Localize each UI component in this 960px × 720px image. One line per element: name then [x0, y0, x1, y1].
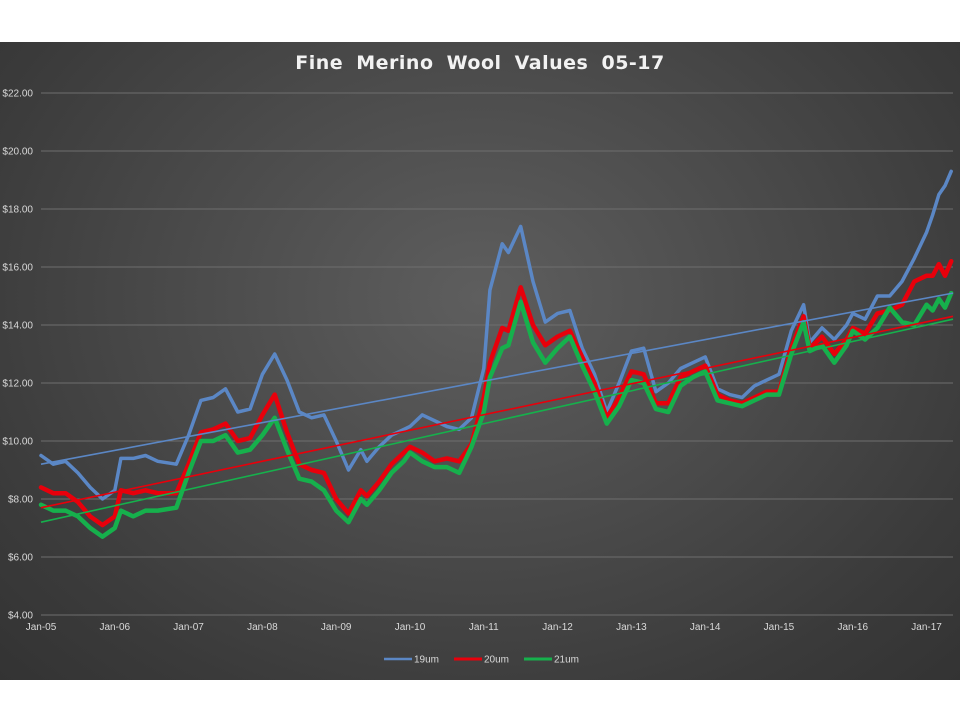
x-tick-label: Jan-08 [247, 622, 278, 633]
x-tick-label: Jan-13 [616, 622, 647, 633]
legend-item-20um: 20um [454, 655, 509, 666]
x-axis-ticks: Jan-05 Jan-06 Jan-07 Jan-08 Jan-09 Jan-10 Jan-… [26, 622, 943, 633]
x-tick-label: Jan-06 [100, 622, 131, 633]
x-tick-label: Jan-16 [837, 622, 868, 633]
y-axis-ticks: $4.00 $6.00 $8.00 $10.00 $12.00 $14.00 $16.00 $… [2, 89, 33, 622]
legend-item-19um: 19um [384, 655, 439, 666]
y-tick-label: $14.00 [2, 321, 33, 332]
x-tick-label: Jan-12 [542, 622, 573, 633]
legend-label: 21um [554, 655, 579, 666]
x-tick-label: Jan-15 [764, 622, 795, 633]
legend-label: 19um [414, 655, 439, 666]
series-lines [38, 169, 954, 539]
y-tick-label: $16.00 [2, 263, 33, 274]
trend-line-21um [40, 318, 954, 523]
y-tick-label: $10.00 [2, 437, 33, 448]
y-tick-label: $4.00 [8, 611, 33, 622]
x-tick-label: Jan-05 [26, 622, 57, 633]
series-line-20um [38, 258, 954, 528]
legend-item-21um: 21um [524, 655, 579, 666]
series-line-19um [39, 169, 953, 501]
x-tick-label: Jan-10 [395, 622, 426, 633]
y-tick-label: $22.00 [2, 89, 33, 100]
legend-label: 20um [484, 655, 509, 666]
chart-area: Fine Merino Wool Values 05-17 $4.00 $6.00… [0, 42, 960, 680]
y-tick-label: $20.00 [2, 147, 33, 158]
trend-line-19um [40, 292, 954, 465]
x-tick-label: Jan-07 [173, 622, 204, 633]
x-tick-label: Jan-14 [690, 622, 721, 633]
chart-title: Fine Merino Wool Values 05-17 [295, 52, 665, 74]
gridlines [41, 92, 953, 616]
trend-lines [40, 292, 954, 523]
x-tick-label: Jan-17 [911, 622, 942, 633]
y-tick-label: $12.00 [2, 379, 33, 390]
x-tick-label: Jan-11 [469, 622, 499, 633]
y-tick-label: $8.00 [8, 495, 33, 506]
y-tick-label: $6.00 [8, 553, 33, 564]
y-tick-label: $18.00 [2, 205, 33, 216]
trend-line-20um [40, 315, 954, 509]
series-line-21um [38, 290, 954, 539]
chart-plot: $4.00 $6.00 $8.00 $10.00 $12.00 $14.00 $16.00 $… [2, 89, 954, 666]
legend: 19um 20um 21um [384, 655, 579, 666]
x-tick-label: Jan-09 [321, 622, 352, 633]
